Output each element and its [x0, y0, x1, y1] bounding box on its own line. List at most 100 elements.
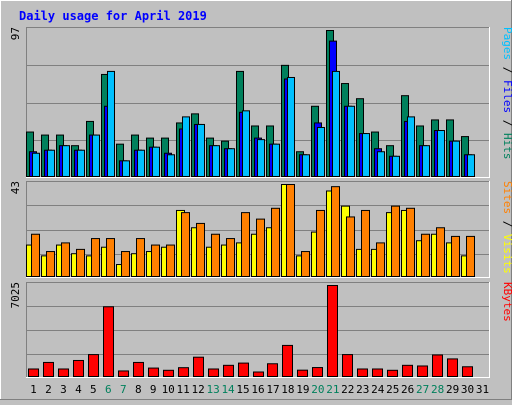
bar-sites-day-5 — [91, 238, 100, 277]
bar-pages-day-10 — [167, 154, 175, 177]
bar-kbytes-day-9 — [148, 367, 159, 378]
bar-pages-day-29 — [452, 140, 460, 177]
bar-pages-day-4 — [77, 149, 85, 177]
x-tick-label: 5 — [90, 383, 97, 396]
bar-kbytes-day-11 — [178, 367, 189, 378]
bar-pages-day-1 — [32, 152, 40, 178]
bar-kbytes-day-19 — [297, 369, 308, 378]
bar-sites-day-30 — [466, 235, 475, 278]
bar-kbytes-day-25 — [387, 369, 398, 377]
chart-title: Daily usage for April 2019 — [19, 9, 207, 23]
x-tick-label: 21 — [326, 383, 339, 396]
bar-pages-day-30 — [467, 154, 475, 177]
bar-sites-day-17 — [271, 207, 280, 277]
bar-sites-day-1 — [31, 233, 40, 277]
bar-sites-day-27 — [421, 233, 430, 277]
bar-pages-day-14 — [227, 148, 235, 178]
bar-pages-day-21 — [332, 70, 340, 177]
x-tick-label: 19 — [296, 383, 309, 396]
bar-pages-day-23 — [362, 133, 370, 177]
bar-kbytes-day-21 — [327, 285, 338, 377]
x-tick-label: 18 — [281, 383, 294, 396]
bar-pages-day-5 — [92, 134, 100, 178]
bar-kbytes-day-8 — [133, 361, 144, 378]
bar-sites-day-3 — [61, 242, 70, 278]
x-tick-label: 26 — [401, 383, 414, 396]
panel2-legend-part: / — [501, 214, 512, 234]
bar-sites-day-25 — [391, 205, 400, 278]
bar-kbytes-day-6 — [103, 306, 114, 377]
panel1-legend-part: / — [501, 113, 512, 133]
bar-sites-day-12 — [196, 222, 205, 278]
bar-pages-day-16 — [257, 139, 265, 177]
bar-sites-day-6 — [106, 238, 115, 277]
bar-kbytes-day-17 — [267, 363, 278, 378]
bar-pages-day-20 — [317, 126, 325, 177]
bar-kbytes-day-2 — [43, 361, 54, 378]
bar-kbytes-day-12 — [193, 356, 204, 378]
x-tick-label: 13 — [206, 383, 219, 396]
x-tick-label: 6 — [105, 383, 112, 396]
x-tick-label: 30 — [461, 383, 474, 396]
x-tick-label: 4 — [75, 383, 82, 396]
bar-sites-day-23 — [361, 209, 370, 277]
bar-kbytes-day-18 — [282, 344, 293, 377]
bar-sites-day-18 — [286, 184, 295, 277]
x-tick-label: 7 — [120, 383, 127, 396]
panel2-legend-label: Sites / Visits — [501, 181, 512, 274]
x-tick-label: 28 — [431, 383, 444, 396]
bar-pages-day-2 — [47, 149, 55, 177]
bar-kbytes-day-1 — [28, 368, 39, 378]
bar-pages-day-18 — [287, 76, 295, 177]
bar-pages-day-28 — [437, 130, 445, 177]
bar-pages-day-25 — [392, 155, 400, 178]
bar-pages-day-24 — [377, 151, 385, 177]
x-tick-label: 17 — [266, 383, 279, 396]
bar-kbytes-day-7 — [118, 370, 129, 378]
bar-kbytes-day-10 — [163, 369, 174, 377]
x-tick-label: 2 — [45, 383, 52, 396]
x-tick-label: 10 — [162, 383, 175, 396]
bar-sites-day-7 — [121, 251, 130, 277]
panel1-legend-part: Hits — [501, 133, 512, 160]
bar-sites-day-20 — [316, 209, 325, 277]
x-tick-label: 1 — [30, 383, 37, 396]
x-tick-label: 29 — [446, 383, 459, 396]
bar-sites-day-29 — [451, 235, 460, 278]
bar-sites-day-26 — [406, 207, 415, 277]
bar-kbytes-day-29 — [447, 358, 458, 378]
x-tick-label: 22 — [341, 383, 354, 396]
x-tick-label: 8 — [135, 383, 142, 396]
bar-pages-day-12 — [197, 123, 205, 177]
x-tick-label: 25 — [386, 383, 399, 396]
bar-pages-day-6 — [107, 70, 115, 177]
bar-kbytes-day-15 — [238, 362, 249, 377]
x-tick-label: 12 — [192, 383, 205, 396]
bar-kbytes-day-4 — [73, 359, 84, 378]
x-tick-label: 20 — [311, 383, 324, 396]
bar-pages-day-19 — [302, 154, 310, 177]
bar-sites-day-9 — [151, 244, 160, 277]
x-tick-label: 27 — [416, 383, 429, 396]
x-tick-label: 24 — [371, 383, 385, 396]
panel1-legend-part: Pages — [501, 27, 512, 60]
bar-kbytes-day-24 — [372, 368, 383, 378]
bar-kbytes-day-23 — [357, 368, 368, 378]
bar-pages-day-8 — [137, 149, 145, 177]
bar-pages-day-13 — [212, 145, 220, 178]
visits-sites-panel — [26, 181, 490, 278]
panel3-ymax-label: 7025 — [9, 282, 22, 309]
x-tick-label: 11 — [177, 383, 190, 396]
bar-pages-day-27 — [422, 145, 430, 178]
bar-kbytes-day-3 — [58, 368, 69, 378]
bar-sites-day-10 — [166, 244, 175, 277]
bar-sites-day-13 — [211, 233, 220, 277]
bar-kbytes-day-27 — [417, 365, 428, 377]
x-tick-label: 15 — [236, 383, 249, 396]
panel2-legend-part: Sites — [501, 181, 512, 214]
bar-sites-day-28 — [436, 227, 445, 277]
panel2-ymax-label: 43 — [9, 181, 22, 194]
bar-kbytes-day-14 — [223, 364, 234, 378]
bar-kbytes-day-22 — [342, 354, 353, 377]
